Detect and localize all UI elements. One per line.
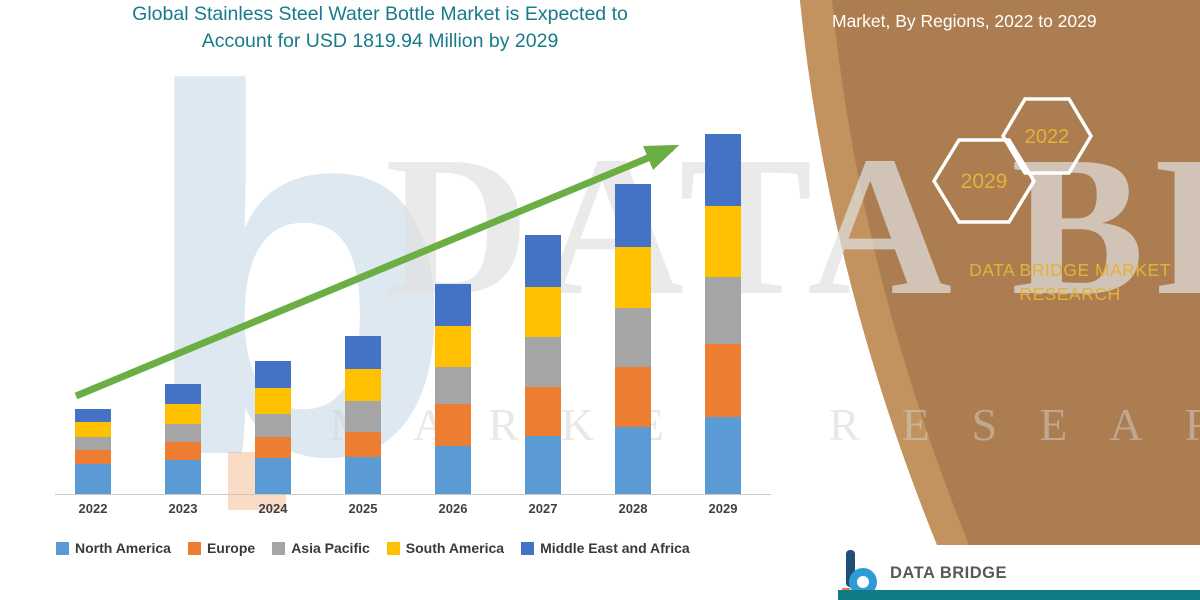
segment-south-america (345, 369, 381, 401)
side-panel-accent (800, 0, 992, 600)
side-panel-shape (800, 0, 1200, 600)
hexagon-2022-label: 2022 (1025, 126, 1070, 148)
x-tick-2029: 2029 (708, 501, 738, 516)
segment-asia-pacific (525, 337, 561, 388)
segment-asia-pacific (435, 366, 471, 405)
legend-swatch-middle-east-and-africa (521, 541, 535, 555)
logo-bowl (849, 568, 877, 596)
segment-europe (705, 343, 741, 417)
page-title: Global Stainless Steel Water Bottle Mark… (40, 1, 720, 55)
segment-north-america (75, 464, 111, 494)
x-tick-2023: 2023 (168, 501, 198, 516)
bar-2023: 2023 (165, 384, 201, 516)
segment-south-america (705, 205, 741, 277)
segment-north-america (435, 446, 471, 494)
bar-2026: 2026 (435, 284, 471, 516)
panel-brand-text: DATA BRIDGE MARKET RESEARCH (960, 258, 1180, 306)
hexagon-2029-outline (931, 138, 1037, 224)
segment-middle-east-and-africa (525, 235, 561, 287)
hexagon-2029-label: 2029 (961, 170, 1008, 193)
segment-north-america (345, 457, 381, 494)
legend-swatch-asia-pacific (272, 541, 286, 555)
footer-accent-bar (838, 590, 1200, 600)
legend-label-europe: Europe (206, 540, 256, 556)
segment-north-america (255, 458, 291, 494)
bar-2027: 2027 (525, 235, 561, 516)
legend-swatch-europe (187, 541, 201, 555)
x-tick-2027: 2027 (528, 501, 558, 516)
hexagon-2022-outline (1000, 97, 1094, 175)
segment-asia-pacific (165, 423, 201, 443)
legend-item-north-america: North America (56, 540, 171, 556)
segment-north-america (705, 416, 741, 494)
segment-middle-east-and-africa (75, 408, 111, 423)
legend-label-south-america: South America (405, 540, 505, 556)
bar-2024: 2024 (255, 361, 291, 516)
legend-item-south-america: South America (386, 540, 505, 556)
segment-middle-east-and-africa (255, 361, 291, 389)
market-chart: 2022 2023 2024 2025 2026 2027 2028 2029 (55, 118, 771, 516)
footer-brand-text: DATA BRIDGE (890, 564, 1008, 582)
bar-2025: 2025 (345, 336, 381, 516)
legend-label-asia-pacific: Asia Pacific (291, 540, 370, 556)
segment-europe (435, 404, 471, 447)
segment-europe (75, 449, 111, 465)
footer-strip: DATA BRIDGE (828, 545, 1200, 600)
segment-asia-pacific (75, 436, 111, 450)
legend-item-asia-pacific: Asia Pacific (272, 540, 370, 556)
x-tick-2026: 2026 (438, 501, 468, 516)
segment-asia-pacific (705, 276, 741, 344)
segment-europe (255, 436, 291, 459)
year-hexagons: 2029 2022 (931, 97, 1094, 224)
legend-label-north-america: North America (75, 540, 171, 556)
region-subtitle: Market, By Regions, 2022 to 2029 (832, 11, 1097, 31)
segment-south-america (75, 422, 111, 437)
segment-south-america (525, 286, 561, 338)
x-tick-2024: 2024 (258, 501, 288, 516)
segment-asia-pacific (615, 307, 651, 368)
page-title-line1: Global Stainless Steel Water Bottle Mark… (132, 3, 628, 25)
x-tick-2025: 2025 (348, 501, 378, 516)
bar-2028: 2028 (615, 184, 651, 516)
segment-north-america (525, 436, 561, 494)
segment-middle-east-and-africa (615, 184, 651, 247)
legend-swatch-north-america (56, 541, 69, 555)
bar-2022: 2022 (75, 408, 111, 516)
panel-brand-line2: RESEARCH (1019, 284, 1121, 304)
panel-brand-line1: DATA BRIDGE MARKET (969, 260, 1171, 280)
segment-europe (615, 367, 651, 428)
legend-item-middle-east-and-africa: Middle East and Africa (521, 540, 690, 556)
x-tick-2028: 2028 (618, 501, 648, 516)
watermark-subtext: MARKET RESEARCH (330, 399, 1200, 450)
legend-label-middle-east-and-africa: Middle East and Africa (540, 540, 690, 556)
legend-item-europe: Europe (187, 540, 256, 556)
segment-middle-east-and-africa (435, 284, 471, 327)
legend-swatch-south-america (386, 541, 400, 555)
segment-asia-pacific (255, 413, 291, 437)
segment-asia-pacific (345, 400, 381, 433)
segment-north-america (615, 427, 651, 494)
segment-south-america (615, 246, 651, 308)
bar-2029: 2029 (705, 134, 741, 516)
segment-middle-east-and-africa (705, 134, 741, 206)
x-tick-2022: 2022 (78, 501, 108, 516)
segment-south-america (165, 404, 201, 424)
segment-europe (525, 387, 561, 436)
segment-south-america (435, 326, 471, 367)
segment-europe (345, 432, 381, 457)
segment-middle-east-and-africa (165, 384, 201, 405)
segment-north-america (165, 460, 201, 494)
page-title-line2: Account for USD 1819.94 Million by 2029 (201, 30, 559, 52)
segment-middle-east-and-africa (345, 336, 381, 370)
segment-south-america (255, 388, 291, 414)
segment-europe (165, 442, 201, 461)
chart-legend: North America Europe Asia Pacific South Ame… (56, 540, 690, 556)
